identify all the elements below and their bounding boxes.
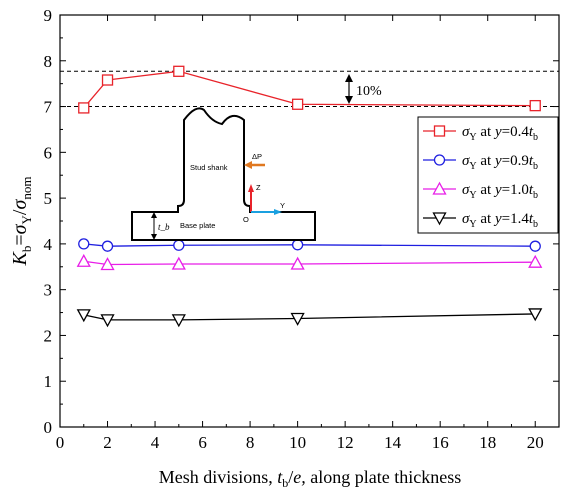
legend-label: σY at y=1.4tb (462, 211, 538, 230)
y-tick-label: 7 (44, 98, 53, 117)
inset-z-label: Z (256, 183, 261, 192)
series (78, 238, 541, 252)
data-point (171, 256, 186, 270)
x-tick-label: 4 (151, 433, 160, 452)
x-tick-label: 12 (337, 433, 354, 452)
inset-y-label: Y (280, 201, 285, 210)
x-tick-label: 14 (384, 433, 402, 452)
y-tick-label: 1 (44, 372, 53, 391)
stud-base-outline (131, 107, 316, 241)
x-tick-label: 16 (432, 433, 449, 452)
inset-origin-label: O (243, 215, 249, 224)
inset-force-label: ΔP (252, 152, 262, 161)
data-point (432, 212, 447, 226)
data-point (529, 99, 541, 112)
data-point (290, 312, 305, 326)
legend-item: σY at y=0.4tb (423, 124, 538, 143)
series-line (83, 313, 536, 321)
x-axis-label: Mesh divisions, tb/e, along plate thickn… (159, 467, 462, 490)
data-point (433, 125, 446, 137)
x-tick-label: 8 (246, 433, 255, 452)
legend-label: σY at y=0.4tb (462, 124, 538, 143)
percent-annotation: 10% (345, 74, 382, 104)
reference-lines (60, 70, 559, 108)
series-line (83, 243, 536, 247)
y-tick-label: 3 (44, 281, 53, 300)
series (76, 308, 543, 328)
y-tick-label: 4 (44, 235, 53, 254)
data-point (290, 256, 305, 270)
series-layer (76, 65, 543, 328)
legend-item: σY at y=1.4tb (423, 211, 538, 230)
x-tick-label: 18 (479, 433, 496, 452)
inset-stud-label: Stud shank (190, 163, 228, 172)
data-point (528, 254, 543, 268)
legend-label: σY at y=1.0tb (462, 182, 538, 201)
x-tick-label: 10 (289, 433, 306, 452)
series-line (83, 260, 536, 266)
x-tick-label: 2 (103, 433, 112, 452)
x-tick-label: 0 (56, 433, 65, 452)
data-point (171, 314, 186, 328)
data-point (100, 257, 115, 271)
x-tick-label: 6 (198, 433, 207, 452)
legend-item: σY at y=0.9tb (423, 153, 538, 172)
y-tick-label: 8 (44, 52, 53, 71)
y-tick-label: 6 (44, 143, 53, 162)
y-tick-label: 0 (44, 418, 53, 437)
y-tick-label: 2 (44, 326, 53, 345)
y-axis-label: Kb=σY/σnom (9, 177, 34, 267)
data-point (432, 181, 447, 195)
x-tick-label: 20 (527, 433, 544, 452)
data-point (528, 308, 543, 322)
inset-base-label: Base plate (180, 221, 215, 230)
y-tick-label: 5 (44, 189, 53, 208)
data-point (100, 314, 115, 328)
y-tick-label: 9 (44, 6, 53, 25)
data-point (78, 102, 90, 114)
annotation-text: 10% (356, 84, 382, 99)
series-line (83, 70, 536, 109)
data-point (173, 65, 185, 77)
legend: σY at y=0.4tb σY at y=0.9tb σY at y=1.0tb σ… (417, 116, 559, 234)
data-point (101, 74, 114, 86)
inset-thickness-label: t_b (158, 222, 170, 232)
data-point (433, 154, 446, 166)
data-point (173, 239, 185, 251)
series (78, 65, 541, 114)
data-point (101, 240, 114, 252)
data-point (76, 253, 91, 267)
data-point (78, 238, 90, 250)
data-point (291, 98, 304, 110)
data-point (76, 309, 91, 323)
legend-label: σY at y=0.9tb (462, 153, 538, 172)
legend-item: σY at y=1.0tb (423, 181, 538, 201)
svg-text:Kb=σY/σnom: Kb=σY/σnom (9, 177, 34, 267)
inset-diagram: t_b Stud shank Base plate ΔP Z Y O (131, 107, 316, 241)
series (76, 253, 543, 271)
data-point (291, 239, 304, 251)
data-point (529, 240, 541, 252)
